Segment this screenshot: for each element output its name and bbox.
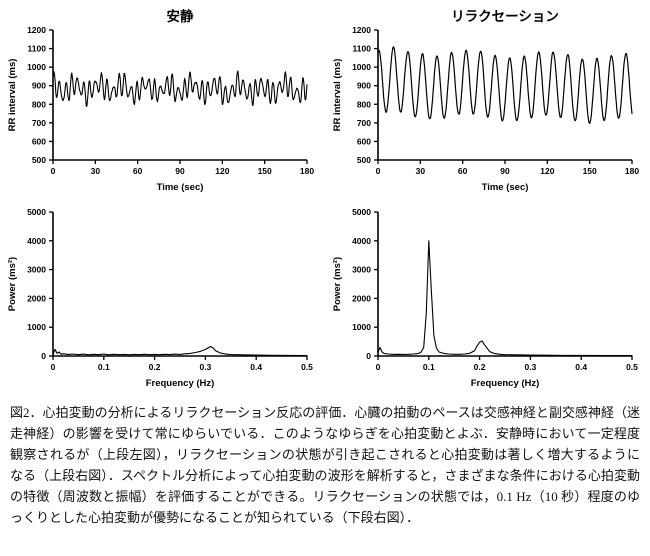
svg-text:0: 0: [375, 362, 380, 372]
panel-rest-spectrum: 0 0.1 0.2 0.3 0.4 0.5 0 1000 2000 3000 4000 5000 Fre…: [0, 198, 325, 394]
svg-text:RR interval (ms): RR interval (ms): [7, 59, 18, 132]
svg-text:0.4: 0.4: [250, 362, 262, 372]
svg-text:Time (sec): Time (sec): [156, 182, 203, 193]
svg-text:1100: 1100: [27, 44, 46, 54]
svg-text:3000: 3000: [352, 265, 371, 275]
svg-text:1000: 1000: [27, 322, 46, 332]
panel-rest-rr: 0 30 60 90 120 150 180 500 600 700 800 900 1000 1100 1…: [0, 6, 325, 198]
svg-text:0.1: 0.1: [422, 362, 434, 372]
svg-text:60: 60: [457, 166, 467, 176]
svg-text:900: 900: [31, 81, 45, 91]
svg-text:Time (sec): Time (sec): [481, 182, 528, 193]
svg-text:600: 600: [31, 136, 45, 146]
svg-text:30: 30: [90, 166, 100, 176]
svg-text:RR interval (ms): RR interval (ms): [332, 59, 343, 132]
figure-caption: 図2．心拍変動の分析によるリラクセーション反応の評価．心臓の拍動のペースは交感神…: [10, 405, 640, 526]
figure-panel-grid: 0 30 60 90 120 150 180 500 600 700 800 900 1000 1100 1…: [0, 6, 650, 394]
svg-text:4000: 4000: [27, 236, 46, 246]
chart-rest-rr-interval: 0 30 60 90 120 150 180 500 600 700 800 900 1000 1100 1…: [7, 8, 314, 193]
svg-text:150: 150: [582, 166, 596, 176]
svg-text:120: 120: [540, 166, 554, 176]
svg-text:0.2: 0.2: [473, 362, 485, 372]
svg-text:0: 0: [50, 362, 55, 372]
svg-text:180: 180: [624, 166, 638, 176]
chart-rest-power-spectrum: 0 0.1 0.2 0.3 0.4 0.5 0 1000 2000 3000 4000 5000 Fre…: [7, 207, 313, 389]
panel-relaxation-rr: 0 30 60 90 120 150 180 500 600 700 800 900 1000 1100 1…: [325, 6, 650, 198]
svg-text:3000: 3000: [27, 265, 46, 275]
caption-area: 図2．心拍変動の分析によるリラクセーション反応の評価．心臓の拍動のペースは交感神…: [0, 394, 650, 528]
svg-text:Power (ms²): Power (ms²): [332, 257, 343, 311]
svg-text:180: 180: [299, 166, 313, 176]
svg-text:0: 0: [366, 351, 371, 361]
svg-text:900: 900: [356, 81, 370, 91]
svg-text:500: 500: [356, 155, 370, 165]
svg-text:600: 600: [356, 136, 370, 146]
svg-text:90: 90: [500, 166, 510, 176]
svg-text:0: 0: [41, 351, 46, 361]
svg-text:0: 0: [50, 166, 55, 176]
svg-text:5000: 5000: [27, 207, 46, 217]
svg-text:60: 60: [132, 166, 142, 176]
svg-text:1000: 1000: [352, 62, 371, 72]
svg-text:150: 150: [257, 166, 271, 176]
svg-text:1200: 1200: [352, 25, 371, 35]
svg-text:0.5: 0.5: [301, 362, 313, 372]
chart-relaxation-power-spectrum: 0 0.1 0.2 0.3 0.4 0.5 0 1000 2000 3000 4000 5000 Fre…: [332, 207, 638, 389]
svg-text:800: 800: [31, 99, 45, 109]
chart-relaxation-rr-interval: 0 30 60 90 120 150 180 500 600 700 800 900 1000 1100 1…: [332, 9, 639, 193]
svg-text:800: 800: [356, 99, 370, 109]
panel-relaxation-spectrum: 0 0.1 0.2 0.3 0.4 0.5 0 1000 2000 3000 4000 5000 Fre…: [325, 198, 650, 394]
svg-text:0: 0: [375, 166, 380, 176]
svg-text:1000: 1000: [352, 322, 371, 332]
svg-text:1100: 1100: [352, 44, 371, 54]
svg-text:1200: 1200: [27, 25, 46, 35]
svg-text:0.4: 0.4: [575, 362, 587, 372]
svg-text:700: 700: [31, 118, 45, 128]
svg-text:安静: 安静: [166, 8, 193, 24]
svg-text:30: 30: [415, 166, 425, 176]
svg-text:700: 700: [356, 118, 370, 128]
svg-text:120: 120: [215, 166, 229, 176]
svg-text:0.2: 0.2: [148, 362, 160, 372]
svg-text:0.1: 0.1: [97, 362, 109, 372]
svg-text:Frequency (Hz): Frequency (Hz): [145, 378, 214, 389]
svg-text:5000: 5000: [352, 207, 371, 217]
svg-text:Frequency (Hz): Frequency (Hz): [470, 378, 539, 389]
svg-text:500: 500: [31, 155, 45, 165]
svg-text:2000: 2000: [352, 293, 371, 303]
svg-text:0.3: 0.3: [524, 362, 536, 372]
svg-text:0.3: 0.3: [199, 362, 211, 372]
svg-text:リラクセーション: リラクセーション: [451, 9, 559, 24]
svg-text:4000: 4000: [352, 236, 371, 246]
svg-text:90: 90: [175, 166, 185, 176]
svg-text:2000: 2000: [27, 293, 46, 303]
svg-text:Power (ms²): Power (ms²): [7, 257, 18, 311]
svg-text:1000: 1000: [27, 62, 46, 72]
svg-text:0.5: 0.5: [626, 362, 638, 372]
